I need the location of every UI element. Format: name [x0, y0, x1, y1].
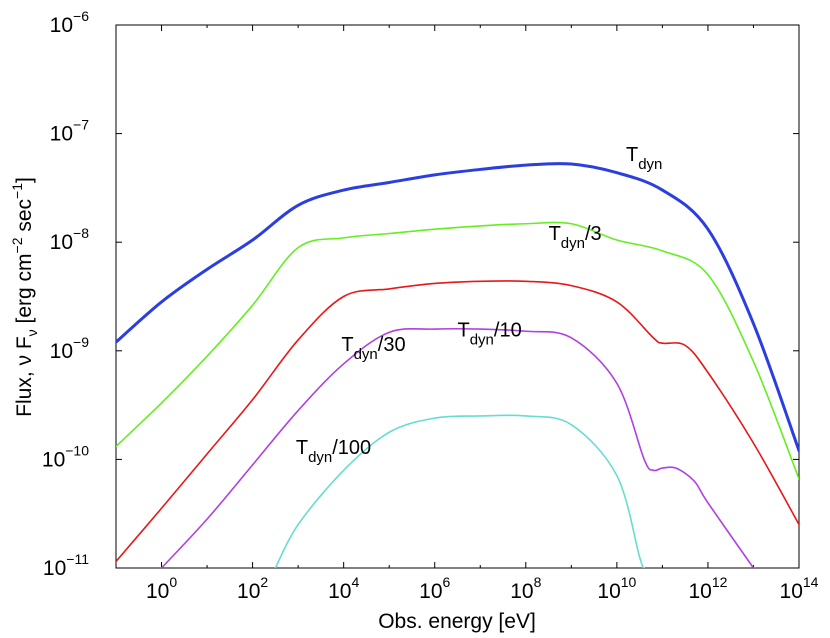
y-label-sec: sec [13, 199, 36, 238]
tick-exponent: 8 [534, 574, 542, 590]
tick-base: 10 [597, 580, 620, 603]
y-tick-label: 10−11 [43, 551, 89, 580]
tick-base: 10 [50, 340, 73, 363]
label-main: T [549, 223, 561, 245]
series-line-1 [116, 221, 799, 480]
y-tick-label: 10−9 [50, 334, 90, 363]
x-axis-label: Obs. energy [eV] [378, 610, 536, 633]
tick-exponent: 0 [169, 574, 177, 590]
y-tick-label: 10−7 [50, 117, 90, 146]
x-tick-label: 108 [510, 574, 541, 603]
tick-base: 10 [237, 580, 260, 603]
tick-base: 10 [43, 557, 66, 580]
y-tick-label: 10−10 [42, 442, 89, 471]
x-tick-label: 102 [237, 574, 268, 603]
tick-base: 10 [50, 14, 73, 37]
tick-base: 10 [780, 580, 803, 603]
series-line-2 [116, 280, 799, 563]
label-main: T [458, 320, 470, 342]
tick-exponent: 4 [351, 574, 359, 590]
y-tick-label: 10−8 [50, 225, 90, 254]
series-label-0: Tdyn [626, 144, 662, 173]
tick-exponent: −10 [65, 442, 89, 458]
series-lines [116, 162, 799, 568]
tick-exponent: −9 [73, 334, 89, 350]
tick-base: 10 [146, 580, 169, 603]
tick-exponent: −8 [73, 225, 89, 241]
label-suffix: /3 [585, 223, 602, 245]
series-label-4: Tdyn/100 [296, 437, 371, 466]
y-label-close: ] [13, 177, 36, 183]
tick-base: 10 [328, 580, 351, 603]
tick-base: 10 [42, 448, 65, 471]
x-tick-label: 104 [328, 574, 359, 603]
tick-exponent: −11 [66, 551, 89, 567]
label-suffix: /100 [332, 437, 371, 459]
series-line-0 [116, 162, 799, 453]
label-main: T [296, 437, 308, 459]
label-sub: dyn [638, 156, 662, 173]
x-tick-label: 1010 [597, 574, 636, 603]
plot-area-frame [115, 24, 800, 569]
tick-base: 10 [50, 123, 73, 146]
tick-exponent: −6 [73, 8, 89, 24]
series-label-1: Tdyn/3 [549, 223, 602, 252]
x-tick-label: 106 [419, 574, 450, 603]
label-main: T [341, 334, 353, 356]
series-line-3 [160, 327, 755, 568]
label-sub: dyn [470, 332, 494, 349]
tick-exponent: 14 [803, 574, 819, 590]
x-tick-labels: 100 102 104 106 108 1010 1012 1014 [146, 574, 819, 603]
axis-ticks [115, 24, 800, 569]
label-sub: dyn [561, 235, 585, 252]
series-line-4 [274, 414, 645, 568]
label-main: T [626, 144, 638, 166]
tick-base: 10 [688, 580, 711, 603]
tick-exponent: 2 [260, 574, 268, 590]
tick-base: 10 [510, 580, 533, 603]
label-sub: dyn [354, 346, 378, 363]
x-tick-label: 100 [146, 574, 177, 603]
tick-exponent: 12 [712, 574, 728, 590]
x-tick-label: 1014 [780, 574, 819, 603]
label-sub: dyn [308, 449, 332, 466]
y-tick-label: 10−6 [50, 8, 90, 37]
y-label-exp1: −2 [9, 237, 25, 253]
y-label-exp2: −1 [9, 183, 25, 199]
label-suffix: /10 [494, 320, 522, 342]
tick-base: 10 [50, 231, 73, 254]
series-label-2: Tdyn/10 [458, 320, 522, 349]
tick-base: 10 [419, 580, 442, 603]
y-label-main: Flux, ν F [13, 336, 36, 417]
tick-exponent: 10 [621, 574, 637, 590]
y-label-units: [erg cm [13, 253, 36, 329]
y-label-sub: ν [24, 329, 40, 336]
tick-exponent: 6 [443, 574, 451, 590]
label-suffix: /30 [378, 334, 406, 356]
tick-exponent: −7 [73, 117, 89, 133]
x-tick-label: 1012 [688, 574, 727, 603]
y-axis-label: Flux, ν Fν [erg cm−2 sec−1] [9, 177, 40, 417]
series-label-3: Tdyn/30 [341, 334, 405, 363]
